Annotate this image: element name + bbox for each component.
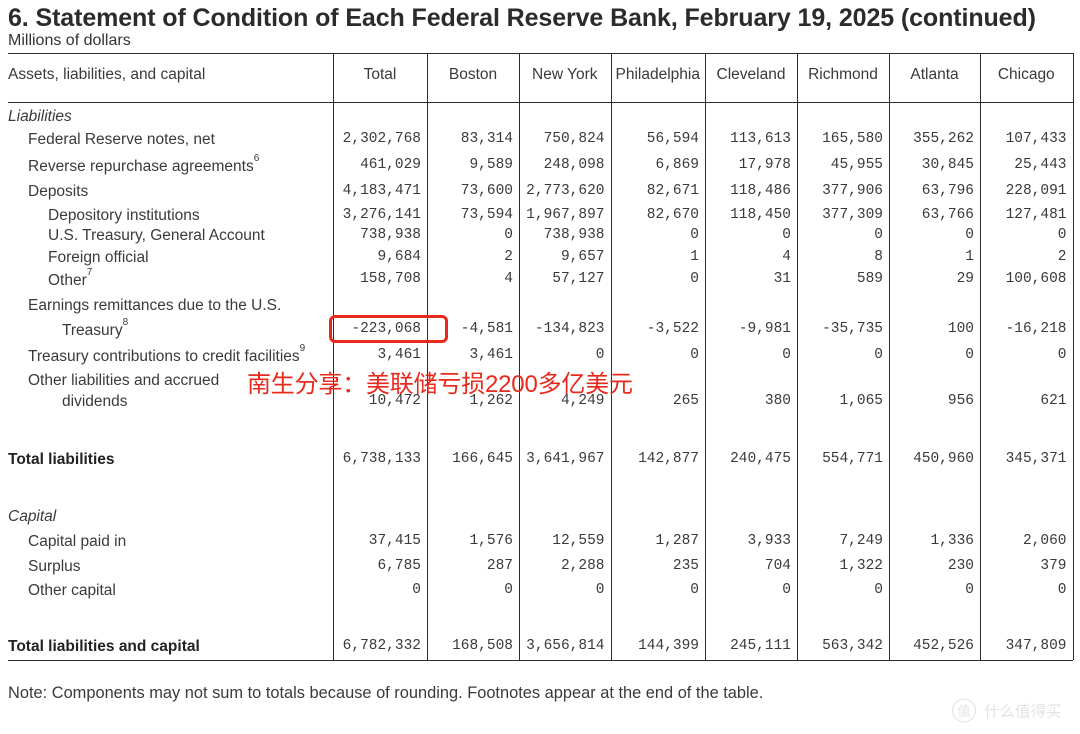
- svg-text:什么值得买: 什么值得买: [984, 703, 1062, 721]
- svg-text:值: 值: [957, 704, 970, 719]
